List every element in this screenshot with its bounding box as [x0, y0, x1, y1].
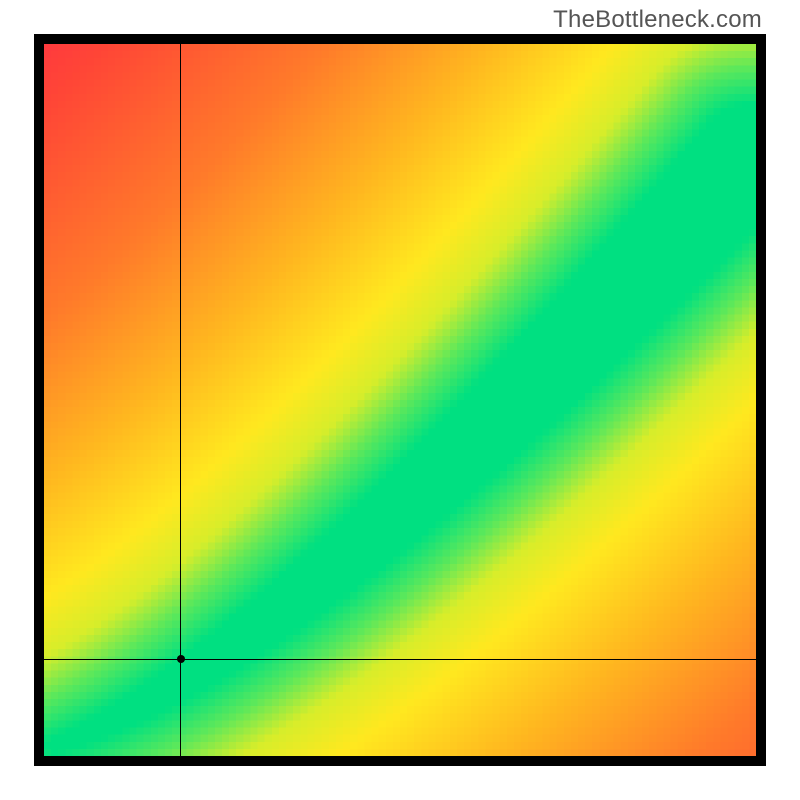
- crosshair-vertical: [180, 44, 181, 756]
- watermark-text: TheBottleneck.com: [553, 6, 762, 34]
- crosshair-marker: [177, 655, 185, 663]
- crosshair-horizontal: [44, 659, 756, 660]
- chart-frame: [34, 34, 766, 766]
- bottleneck-heatmap: [44, 44, 756, 756]
- heatmap-wrap: [44, 44, 756, 756]
